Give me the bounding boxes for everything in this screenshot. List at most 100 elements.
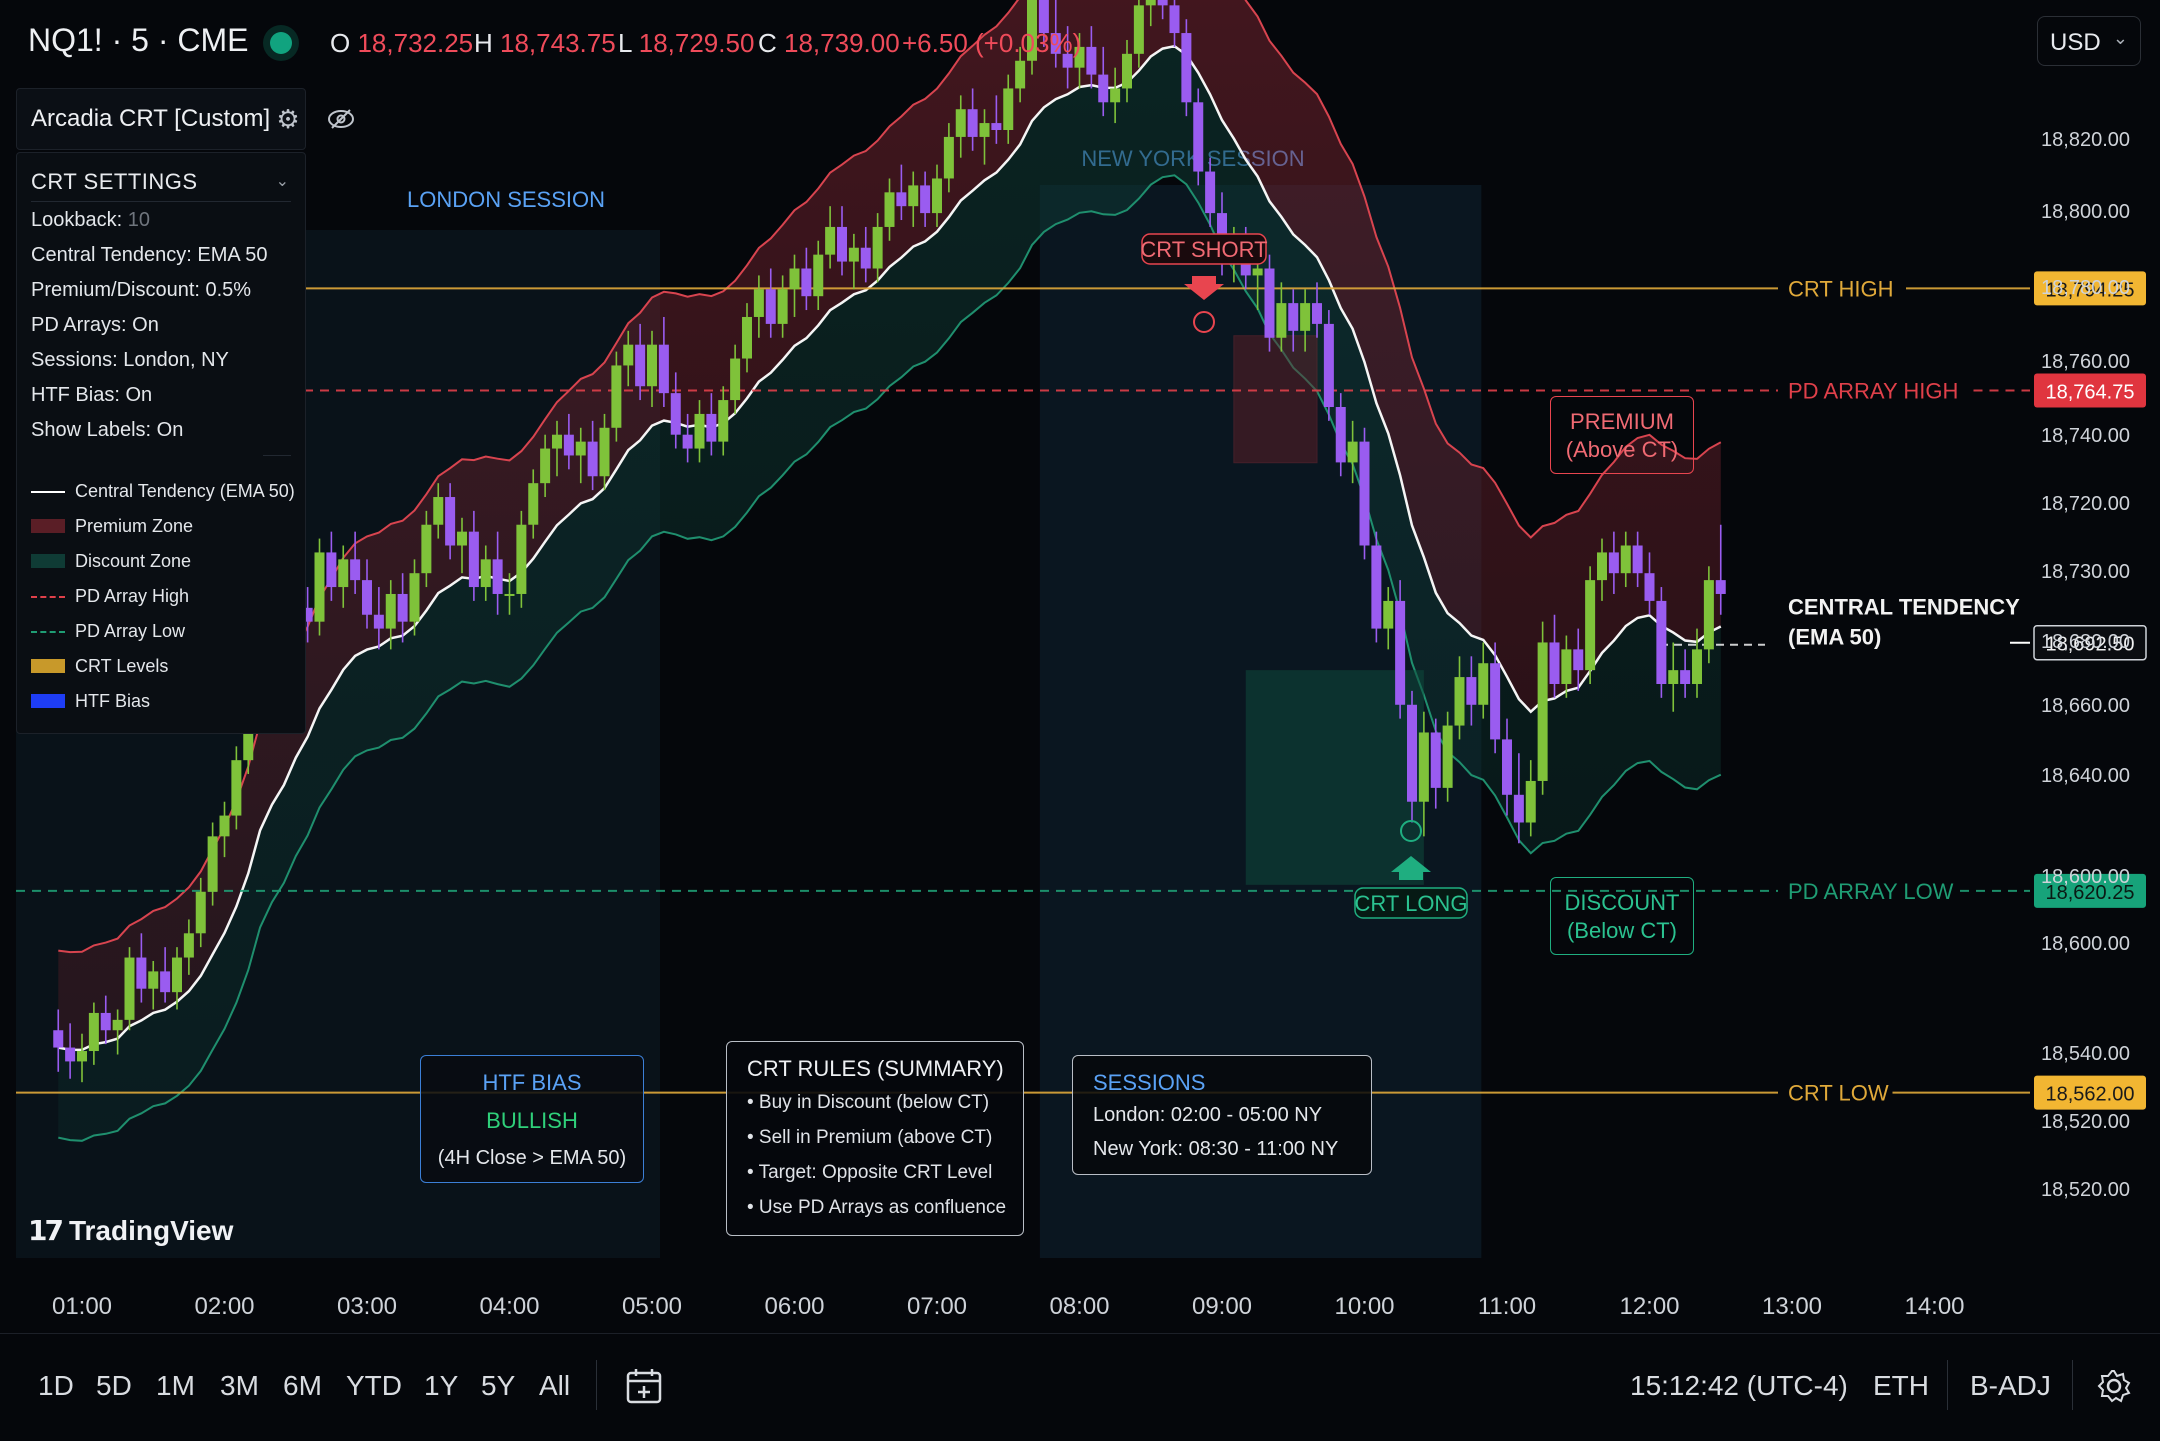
- candle-body[interactable]: [1418, 732, 1429, 802]
- candle-body[interactable]: [1561, 649, 1572, 684]
- candle-body[interactable]: [136, 957, 147, 989]
- candle-body[interactable]: [1359, 441, 1370, 546]
- candle-body[interactable]: [1193, 102, 1204, 172]
- candle-body[interactable]: [1549, 642, 1560, 684]
- candle-body[interactable]: [445, 497, 456, 546]
- candle-body[interactable]: [967, 109, 978, 137]
- candle-body[interactable]: [1478, 663, 1489, 705]
- candle-body[interactable]: [860, 247, 871, 269]
- indicator-title[interactable]: Arcadia CRT [Custom]: [16, 88, 306, 150]
- session-toggle[interactable]: ETH: [1873, 1370, 1929, 1401]
- candle-body[interactable]: [397, 593, 408, 622]
- candle-body[interactable]: [53, 1030, 64, 1048]
- range-1y[interactable]: 1Y: [424, 1370, 459, 1401]
- candle-body[interactable]: [1715, 580, 1726, 594]
- candle-body[interactable]: [1490, 663, 1501, 740]
- candle-body[interactable]: [1347, 441, 1358, 463]
- candle-body[interactable]: [421, 524, 432, 574]
- candle-body[interactable]: [65, 1047, 76, 1062]
- candle-body[interactable]: [1585, 580, 1596, 671]
- range-3m[interactable]: 3M: [220, 1370, 259, 1401]
- setting-premium-discount[interactable]: Premium/Discount: 0.5%: [31, 279, 252, 301]
- adjustment-toggle[interactable]: B-ADJ: [1970, 1370, 2051, 1401]
- candle-body[interactable]: [1430, 732, 1441, 788]
- candle-body[interactable]: [599, 427, 610, 477]
- candle-body[interactable]: [706, 413, 717, 442]
- candle-body[interactable]: [623, 344, 634, 366]
- candle-body[interactable]: [682, 434, 693, 449]
- candle-body[interactable]: [575, 441, 586, 456]
- candle-body[interactable]: [1442, 725, 1453, 788]
- candle-body[interactable]: [1003, 88, 1014, 130]
- range-5d[interactable]: 5D: [96, 1370, 132, 1401]
- candle-body[interactable]: [172, 957, 182, 993]
- candle-body[interactable]: [207, 836, 218, 892]
- candle-body[interactable]: [1300, 303, 1311, 331]
- candle-body[interactable]: [1157, 0, 1168, 6]
- candle-body[interactable]: [516, 524, 527, 594]
- candle-body[interactable]: [1680, 670, 1691, 684]
- candle-body[interactable]: [1145, 0, 1156, 6]
- candle-body[interactable]: [160, 971, 171, 993]
- candle-body[interactable]: [1098, 74, 1109, 103]
- candle-body[interactable]: [219, 815, 230, 837]
- candle-body[interactable]: [112, 1019, 123, 1031]
- candle-body[interactable]: [1169, 5, 1180, 34]
- candle-body[interactable]: [1038, 0, 1049, 34]
- gear-icon[interactable]: ⚙: [276, 104, 300, 134]
- candle-body[interactable]: [1323, 323, 1334, 407]
- candle-body[interactable]: [813, 254, 824, 297]
- candle-body[interactable]: [872, 226, 883, 269]
- candle-body[interactable]: [1264, 268, 1275, 338]
- candle-body[interactable]: [183, 933, 194, 958]
- candle-body[interactable]: [338, 559, 349, 588]
- candle-body[interactable]: [326, 552, 337, 588]
- range-5y[interactable]: 5Y: [481, 1370, 516, 1401]
- candle-body[interactable]: [373, 614, 384, 629]
- candle-body[interactable]: [1395, 600, 1406, 705]
- candle-body[interactable]: [1015, 60, 1026, 89]
- setting-htf-bias[interactable]: HTF Bias: On: [31, 384, 153, 406]
- candle-body[interactable]: [1312, 303, 1322, 324]
- setting-pd-arrays[interactable]: PD Arrays: On: [31, 314, 159, 336]
- range-6m[interactable]: 6M: [283, 1370, 322, 1401]
- candle-body[interactable]: [480, 559, 491, 588]
- candle-body[interactable]: [195, 891, 206, 934]
- candle-body[interactable]: [409, 573, 420, 622]
- candle-body[interactable]: [932, 178, 942, 214]
- candle-body[interactable]: [765, 289, 776, 324]
- candle-body[interactable]: [777, 289, 788, 324]
- candle-body[interactable]: [753, 289, 764, 317]
- candle-body[interactable]: [837, 226, 847, 262]
- candle-body[interactable]: [742, 316, 752, 359]
- candle-body[interactable]: [1276, 303, 1287, 338]
- candle-body[interactable]: [385, 593, 396, 629]
- candle-body[interactable]: [362, 580, 372, 615]
- candle-body[interactable]: [1644, 573, 1655, 601]
- candle-body[interactable]: [1608, 552, 1619, 574]
- candle-body[interactable]: [1181, 33, 1192, 103]
- candle-body[interactable]: [552, 434, 562, 449]
- candle-body[interactable]: [1620, 545, 1631, 574]
- chevron-down-icon[interactable]: ⌄: [275, 173, 289, 190]
- candle-body[interactable]: [647, 344, 657, 387]
- candle-body[interactable]: [1383, 600, 1394, 629]
- range-1m[interactable]: 1M: [156, 1370, 195, 1401]
- candle-body[interactable]: [789, 268, 800, 290]
- candle-body[interactable]: [350, 559, 361, 581]
- candle-body[interactable]: [694, 413, 705, 449]
- setting-lookback[interactable]: Lookback: 10: [31, 209, 150, 231]
- symbol-title[interactable]: NQ1! · 5 · CME: [28, 22, 249, 58]
- candle-body[interactable]: [1027, 0, 1037, 61]
- candle-body[interactable]: [1288, 303, 1299, 331]
- candle-body[interactable]: [457, 531, 467, 546]
- candle-body[interactable]: [433, 497, 444, 525]
- candle-body[interactable]: [920, 185, 931, 214]
- candle-body[interactable]: [1122, 53, 1132, 89]
- candle-body[interactable]: [468, 531, 479, 588]
- clock-timezone[interactable]: 15:12:42 (UTC-4): [1630, 1370, 1848, 1401]
- range-all[interactable]: All: [539, 1370, 571, 1401]
- candle-body[interactable]: [848, 247, 859, 262]
- candle-body[interactable]: [1692, 649, 1702, 684]
- candle-body[interactable]: [635, 344, 646, 387]
